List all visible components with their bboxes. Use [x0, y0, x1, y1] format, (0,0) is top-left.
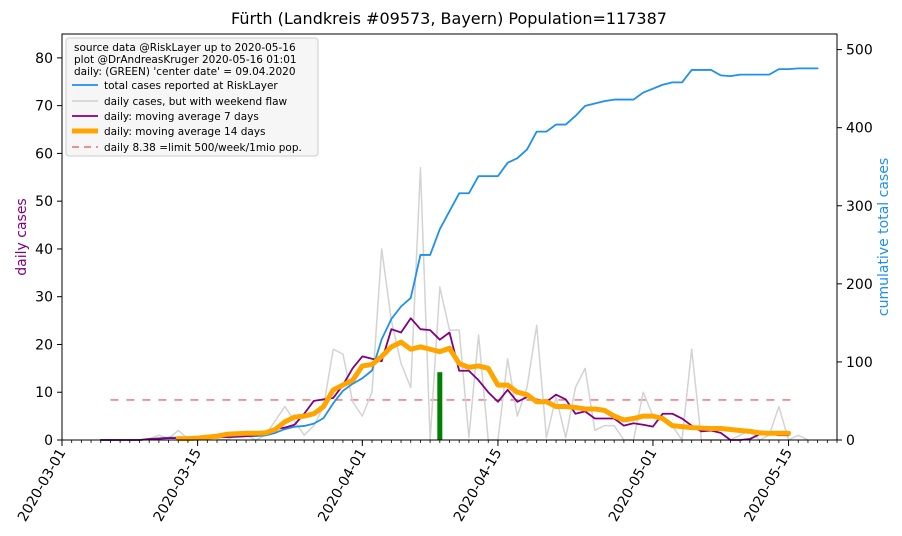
series-line-ma7 [99, 317, 790, 441]
y-tick-label-left: 80 [35, 51, 53, 67]
legend-label-ma14: daily: moving average 14 days [104, 126, 266, 138]
y-tick-label-left: 10 [35, 385, 53, 401]
y-tick-label-right: 400 [846, 121, 873, 137]
y-tick-label-right: 500 [846, 43, 873, 59]
y-axis-label-left: daily cases [14, 198, 30, 275]
x-tick-label: 2020-05-15 [741, 446, 796, 524]
legend-label-total: total cases reported at RiskLayer [104, 80, 278, 92]
y-axis-label-right: cumulative total cases [876, 158, 892, 316]
x-tick-label: 2020-05-01 [606, 446, 661, 524]
legend-label-ma7: daily: moving average 7 days [104, 111, 259, 123]
x-tick-label: 2020-04-01 [315, 446, 370, 524]
x-tick-label: 2020-04-15 [451, 446, 506, 524]
y-tick-label-right: 0 [846, 433, 855, 449]
legend-label-limit: daily 8.38 =limit 500/week/1mio pop. [104, 142, 302, 154]
x-tick-label: 2020-03-15 [151, 446, 206, 524]
y-tick-label-left: 40 [35, 242, 53, 258]
legend: source data @RiskLayer up to 2020-05-16 … [65, 37, 319, 157]
chart-title: Fürth (Landkreis #09573, Bayern) Populat… [231, 9, 667, 28]
y-tick-label-right: 300 [846, 199, 873, 215]
legend-info-line: plot @DrAndreasKruger 2020-05-16 01:01 [74, 54, 297, 66]
series-line-daily [100, 166, 809, 441]
legend-info-line: daily: (GREEN) 'center date' = 09.04.202… [74, 66, 296, 78]
y-tick-label-left: 70 [35, 99, 53, 115]
y-tick-label-left: 0 [44, 433, 53, 449]
y-tick-label-right: 100 [846, 355, 873, 371]
y-tick-label-left: 60 [35, 146, 53, 162]
y-tick-label-left: 30 [35, 290, 53, 306]
legend-box [65, 37, 319, 157]
series-line-ma14 [175, 339, 792, 442]
x-tick-label: 2020-03-01 [15, 446, 70, 524]
y-tick-label-left: 50 [35, 194, 53, 210]
y-tick-label-right: 200 [846, 277, 873, 293]
legend-info-line: source data @RiskLayer up to 2020-05-16 [74, 42, 296, 54]
y-tick-label-left: 20 [35, 337, 53, 353]
center-date-bar [437, 372, 443, 440]
plot-content [99, 67, 819, 442]
legend-label-daily: daily cases, but with weekend flaw [104, 96, 288, 108]
